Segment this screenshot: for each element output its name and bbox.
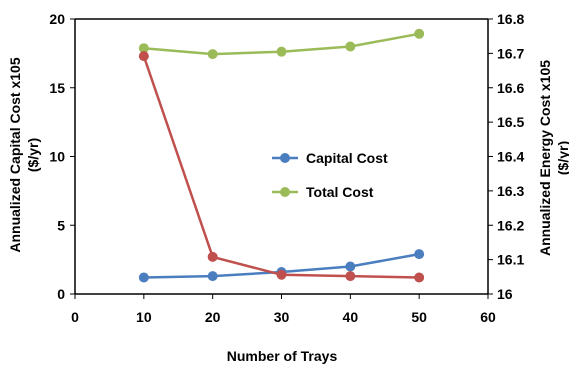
x-tick-label: 30 xyxy=(274,309,290,325)
series-3-point xyxy=(207,251,218,262)
y-left-tick-label: 5 xyxy=(57,217,65,233)
capital-cost-point xyxy=(345,261,356,272)
legend-label: Total Cost xyxy=(306,184,374,200)
y-right-tick-label: 16 xyxy=(497,286,513,302)
x-tick-label: 50 xyxy=(411,309,427,325)
x-tick-label: 10 xyxy=(136,309,152,325)
svg-text:($/yr): ($/yr) xyxy=(555,141,569,175)
x-tick-label: 0 xyxy=(71,309,79,325)
y-left-tick-label: 15 xyxy=(49,80,65,96)
y-right-tick-label: 16.5 xyxy=(497,114,524,130)
y-right-tick-label: 16.2 xyxy=(497,217,524,233)
series-group xyxy=(138,28,425,283)
legend-swatch-marker xyxy=(280,153,290,163)
y-right-tick-label: 16.4 xyxy=(497,149,524,165)
legend: Capital Cost Total Cost xyxy=(272,150,388,200)
y-left-tick-label: 10 xyxy=(49,149,65,165)
total-cost-point xyxy=(207,49,218,60)
capital-cost-point xyxy=(207,271,218,282)
svg-text:Annualized Energy Cost x105: Annualized Energy Cost x105 xyxy=(537,60,553,256)
left-axis-title: Annualized Capital Cost x105 ($/yr) xyxy=(7,57,41,252)
capital-cost-point xyxy=(414,249,425,260)
series-3-point xyxy=(276,269,287,280)
legend-item-total-cost: Total Cost xyxy=(272,184,374,200)
series-3-point xyxy=(414,272,425,283)
legend-swatch-marker xyxy=(280,187,290,197)
axes: 0 10 20 30 40 50 60 0 5 10 15 20 16 16.1 16.2 16.3 16.4 1… xyxy=(49,11,524,325)
y-left-tick-label: 0 xyxy=(57,286,65,302)
y-right-tick-label: 16.1 xyxy=(497,252,524,268)
series-3-point xyxy=(345,271,356,282)
capital-cost-point xyxy=(138,272,149,283)
x-tick-label: 60 xyxy=(480,309,496,325)
x-tick-label: 40 xyxy=(343,309,359,325)
x-axis-title: Number of Trays xyxy=(227,348,338,364)
total-cost-point xyxy=(414,28,425,39)
series-3-point xyxy=(138,51,149,62)
y-right-tick-label: 16.6 xyxy=(497,80,524,96)
y-right-tick-label: 16.3 xyxy=(497,183,524,199)
y-right-tick-label: 16.7 xyxy=(497,45,524,61)
y-right-tick-label: 16.8 xyxy=(497,11,524,27)
legend-label: Capital Cost xyxy=(306,150,388,166)
y-left-tick-label: 20 xyxy=(49,11,65,27)
total-cost-point xyxy=(276,46,287,57)
svg-text:($/yr): ($/yr) xyxy=(25,138,41,172)
x-tick-label: 20 xyxy=(205,309,221,325)
series-3-line xyxy=(142,55,420,279)
total-cost-point xyxy=(138,43,149,54)
legend-item-capital-cost: Capital Cost xyxy=(272,150,388,166)
right-axis-title: Annualized Energy Cost x105 ($/yr) xyxy=(537,60,569,256)
total-cost-point xyxy=(345,41,356,52)
svg-text:Annualized Capital Cost x105: Annualized Capital Cost x105 xyxy=(7,57,23,252)
